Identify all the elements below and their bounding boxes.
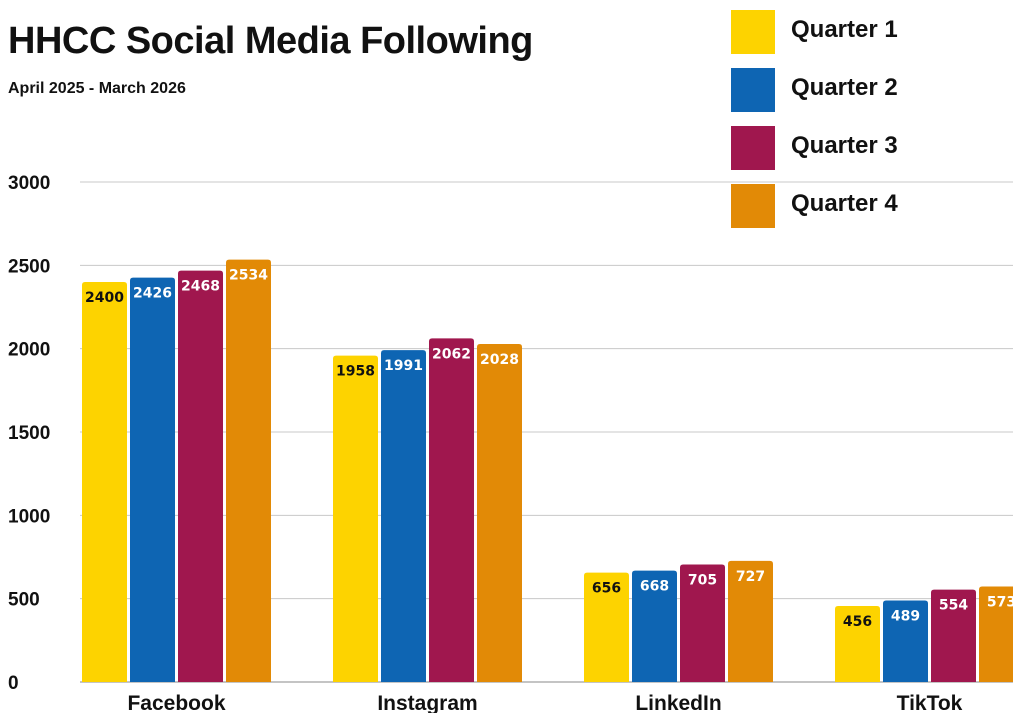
y-tick-label: 500 — [8, 590, 40, 611]
bar-linkedin-q3 — [680, 564, 725, 682]
legend-swatch — [731, 68, 775, 112]
legend-swatch — [731, 10, 775, 54]
data-label: 2400 — [85, 290, 124, 306]
data-label: 2468 — [181, 279, 220, 295]
data-label: 656 — [592, 581, 621, 597]
data-label: 668 — [640, 579, 669, 595]
data-label: 2062 — [432, 346, 471, 362]
chart-subtitle: April 2025 - March 2026 — [8, 80, 186, 97]
data-label: 2534 — [229, 268, 268, 284]
y-tick-label: 3000 — [8, 173, 50, 194]
data-label: 2426 — [133, 286, 172, 302]
data-label: 1991 — [384, 358, 423, 374]
y-tick-label: 0 — [8, 673, 19, 694]
legend-swatch — [731, 184, 775, 228]
data-label: 573 — [987, 595, 1013, 611]
bars — [82, 259, 1013, 682]
y-tick-label: 1500 — [8, 423, 50, 444]
legend-label: Quarter 2 — [791, 74, 898, 101]
bar-instagram-q2 — [381, 350, 426, 682]
bar-facebook-q3 — [178, 270, 223, 682]
legend-label: Quarter 4 — [791, 190, 898, 217]
y-tick-label: 2000 — [8, 340, 50, 361]
legend-item-quarter-1: Quarter 1 — [731, 10, 1001, 54]
category-label: TikTok — [897, 692, 963, 713]
bar-facebook-q1 — [82, 282, 127, 682]
bar-tiktok-q2 — [883, 600, 928, 682]
data-label: 554 — [939, 598, 968, 614]
y-axis-ticks: 0 500 1000 1500 2000 2500 3000 — [8, 173, 50, 694]
category-label: Facebook — [127, 692, 225, 713]
data-label: 456 — [843, 614, 872, 630]
bar-facebook-q2 — [130, 277, 175, 682]
category-label: Instagram — [377, 692, 477, 713]
bar-instagram-q4 — [477, 344, 522, 682]
legend-item-quarter-3: Quarter 3 — [731, 126, 1001, 170]
data-label: 2028 — [480, 352, 519, 368]
y-tick-label: 1000 — [8, 506, 50, 527]
bar-linkedin-q1 — [584, 572, 629, 682]
legend-swatch — [731, 126, 775, 170]
chart-title: HHCC Social Media Following — [8, 20, 533, 62]
legend-item-quarter-2: Quarter 2 — [731, 68, 1001, 112]
bar-tiktok-q3 — [931, 589, 976, 682]
legend-label: Quarter 3 — [791, 132, 898, 159]
bar-facebook-q4 — [226, 259, 271, 682]
legend-item-quarter-4: Quarter 4 — [731, 184, 1001, 228]
bar-tiktok-q1 — [835, 606, 880, 682]
bar-instagram-q3 — [429, 338, 474, 682]
legend-label: Quarter 1 — [791, 16, 898, 43]
y-tick-label: 2500 — [8, 256, 50, 277]
data-label: 705 — [688, 573, 717, 589]
bar-tiktok-q4 — [979, 586, 1013, 682]
category-label: LinkedIn — [635, 692, 721, 713]
bar-instagram-q1 — [333, 355, 378, 682]
data-label: 1958 — [336, 364, 375, 380]
data-label: 489 — [891, 609, 920, 625]
bar-linkedin-q2 — [632, 570, 677, 682]
x-axis-categories: Facebook Instagram LinkedIn TikTok — [127, 692, 962, 713]
data-labels: 2400 2426 2468 2534 1958 1991 2062 2028 656 668 70… — [85, 268, 1013, 630]
bar-linkedin-q4 — [728, 560, 773, 682]
data-label: 727 — [736, 569, 765, 585]
